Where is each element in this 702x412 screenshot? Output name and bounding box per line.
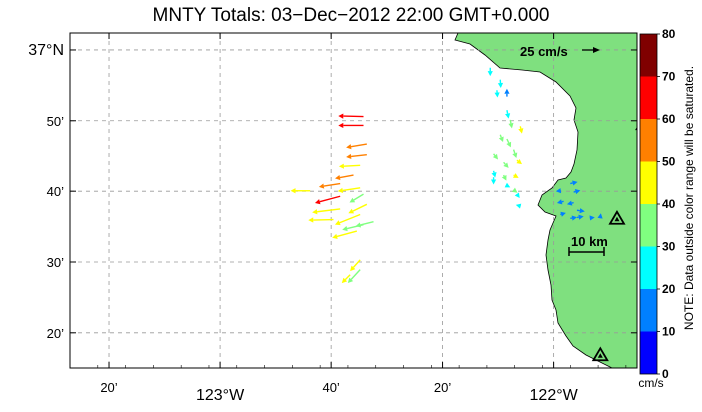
vector-shaft bbox=[500, 135, 501, 138]
colorbar-block bbox=[640, 289, 657, 332]
y-tick-label: 30’ bbox=[47, 255, 64, 270]
vector-shaft bbox=[344, 165, 360, 166]
colorbar-tick-label: 60 bbox=[662, 112, 676, 126]
colorbar-tick-label: 20 bbox=[662, 282, 676, 296]
colorbar-tick-label: 30 bbox=[662, 240, 676, 254]
scale-bar: 10 km bbox=[569, 234, 608, 256]
vector-shaft bbox=[510, 120, 511, 123]
colorbar-tick-label: 80 bbox=[662, 27, 676, 41]
colorbar-block bbox=[640, 162, 657, 205]
scale-arrow-label: 25 cm/s bbox=[520, 44, 568, 59]
x-tick-label: 122°W bbox=[530, 387, 579, 404]
colorbar-tick-label: 40 bbox=[662, 197, 676, 211]
colorbar-unit: cm/s bbox=[638, 376, 663, 390]
colorbar-block bbox=[640, 34, 657, 77]
map-title: MNTY Totals: 03−Dec−2012 22:00 GMT+0.000 bbox=[153, 5, 550, 26]
x-tick-label: 123°W bbox=[196, 387, 245, 404]
x-tick-label: 20’ bbox=[100, 380, 117, 395]
colorbar-block bbox=[640, 332, 657, 375]
x-tick-label: 20’ bbox=[434, 380, 451, 395]
x-tick-label: 40’ bbox=[322, 380, 339, 395]
y-tick-label: 20’ bbox=[47, 326, 64, 341]
vector-shaft bbox=[520, 126, 521, 128]
y-tick-label: 50’ bbox=[47, 114, 64, 129]
scale-bar-label: 10 km bbox=[571, 234, 608, 249]
colorbar-tick-label: 10 bbox=[662, 325, 676, 339]
plot-area: 20’ 123°W 40’ 20’ 122°W 37°N 50’ 40’ 30’ 20’ bbox=[28, 33, 650, 404]
colorbar-note: NOTE: Data outside color range will be s… bbox=[682, 66, 696, 330]
vector-shaft bbox=[517, 160, 518, 161]
y-tick-label: 37°N bbox=[28, 42, 64, 59]
colorbar-block bbox=[640, 247, 657, 290]
colorbar-block bbox=[640, 77, 657, 120]
colorbar-block bbox=[640, 119, 657, 162]
colorbar-block bbox=[640, 204, 657, 247]
vector-shaft bbox=[507, 110, 508, 113]
y-tick-label: 40’ bbox=[47, 184, 64, 199]
colorbar-tick-label: 50 bbox=[662, 155, 676, 169]
vector-shaft bbox=[570, 183, 572, 184]
colorbar-blocks bbox=[640, 34, 657, 374]
colorbar-tick-label: 70 bbox=[662, 70, 676, 84]
vector-shaft bbox=[504, 175, 505, 176]
